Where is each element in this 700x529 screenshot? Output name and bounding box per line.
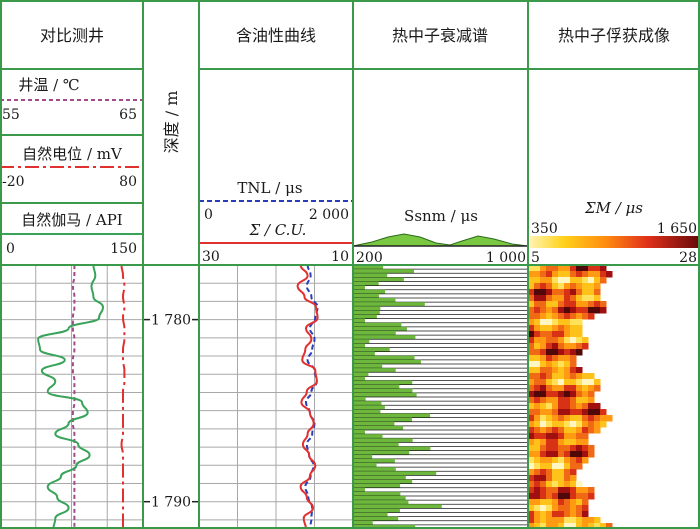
legend-sigma-max: 10	[331, 249, 349, 265]
track-title-comparison: 对比测井	[40, 26, 104, 45]
color-scale-min: 5	[531, 250, 540, 266]
legend-ssnm: Ssnm / μs	[404, 207, 478, 225]
oil-curve-1	[296, 264, 319, 529]
legend-sp-min: -20	[2, 174, 25, 190]
spectrum-image	[353, 265, 528, 529]
oil-curve-0	[304, 264, 319, 529]
capture-image	[528, 265, 613, 529]
track-gridlines	[0, 264, 353, 529]
legend-temperature-max: 65	[119, 107, 137, 123]
legend-ssnm-max: 1 000	[486, 250, 526, 266]
legend-tnl-min: 0	[204, 207, 213, 223]
depth-tick-label-0: 1 780	[151, 313, 191, 329]
legend-sigma-m-min: 350	[531, 221, 558, 237]
legend-sigma-m: ΣM / μs	[584, 199, 643, 217]
legend-ssnm-waveform	[352, 233, 529, 247]
color-scale-max: 28	[679, 250, 697, 266]
legend-gr: 自然伽马 / API	[21, 211, 123, 229]
depth-axis-label: 深度 / m	[162, 91, 181, 154]
legend-sp: 自然电位 / mV	[22, 145, 123, 163]
track-title-imaging: 热中子俘获成像	[558, 26, 670, 45]
legend-sp-max: 80	[119, 174, 137, 190]
legend-gr-max: 150	[110, 241, 137, 257]
legend-ssnm-min: 200	[356, 250, 383, 266]
legend-tnl: TNL / μs	[237, 179, 302, 197]
color-scale-bar	[530, 236, 698, 248]
comparison-curve-1	[120, 264, 126, 529]
track-title-oil: 含油性曲线	[236, 26, 316, 45]
track-title-spectrum: 热中子衰减谱	[392, 26, 488, 45]
legend-sigma-m-max: 1 650	[657, 221, 697, 237]
comparison-curve-0	[71, 265, 76, 529]
depth-tick-label-1: 1 790	[151, 495, 191, 511]
legend-sigma-min: 30	[202, 249, 220, 265]
legend-sigma: Σ / C.U.	[249, 221, 307, 239]
comparison-curve-2	[37, 264, 105, 529]
legend-temperature: 井温 / ℃	[18, 76, 79, 94]
legend-temperature-min: 55	[2, 107, 20, 123]
legend-gr-min: 0	[6, 241, 15, 257]
legend-tnl-max: 2 000	[309, 207, 349, 223]
